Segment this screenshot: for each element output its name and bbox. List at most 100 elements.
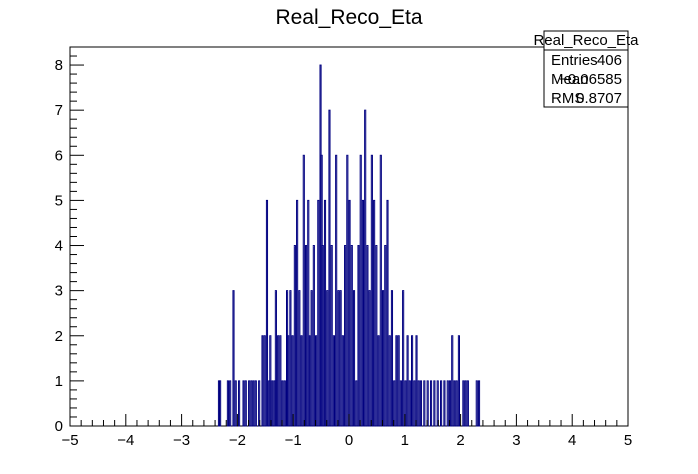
- x-tick-label: 5: [624, 432, 632, 449]
- histogram-bin-61: [359, 154, 362, 427]
- y-tick-label: 4: [55, 238, 63, 255]
- histogram-bin-39: [312, 245, 315, 427]
- x-tick-label: 4: [568, 432, 576, 449]
- histogram-bin-35: [304, 245, 308, 427]
- histogram-bin-33: [300, 335, 303, 427]
- histogram-bin-22: [277, 335, 280, 427]
- histogram-bin-30: [293, 245, 296, 427]
- histogram-bin-11: [252, 380, 255, 427]
- histogram-bin-82: [406, 335, 409, 427]
- y-axis: 0 1 2 3 4 5 6 7 8: [55, 46, 84, 435]
- histogram-bin-38: [310, 290, 313, 427]
- histogram-bin-86: [415, 335, 418, 427]
- histogram-bin-45: [323, 199, 327, 427]
- histogram-bin-29: [291, 335, 294, 427]
- histogram-bin-88: [419, 380, 423, 427]
- histogram-bin-77: [395, 335, 398, 427]
- histogram-bin-83: [408, 380, 411, 427]
- histogram-bin-3: [229, 380, 232, 427]
- histogram-bin-9: [248, 380, 251, 427]
- histogram-bin-81: [404, 380, 407, 427]
- histogram-bin-72: [384, 245, 387, 427]
- histogram-bin-87: [417, 380, 420, 427]
- histogram-bin-71: [381, 290, 385, 427]
- histogram-bin-105: [475, 380, 478, 427]
- histogram-bin-73: [386, 199, 389, 427]
- histogram-bin-25: [283, 380, 286, 427]
- y-tick-label: 0: [55, 418, 63, 435]
- x-tick-label: −2: [229, 432, 246, 449]
- histogram-bin-56: [348, 199, 351, 427]
- x-axis: −5 −4 −3 −2 −1 0 1 2 3 4 5: [61, 414, 632, 449]
- histogram-bin-15: [263, 335, 266, 427]
- stats-entries-label: Entries: [551, 52, 598, 69]
- histogram-bin-21: [274, 290, 277, 427]
- histogram-bin-70: [379, 154, 382, 427]
- histogram-bin-84: [411, 335, 414, 427]
- histogram-bin-24: [281, 380, 284, 427]
- histogram-bin-103: [464, 380, 467, 427]
- histogram-bin-94: [440, 380, 443, 427]
- histogram-bin-67: [373, 199, 376, 427]
- x-tick-label: 1: [401, 432, 409, 449]
- histogram-bin-41: [317, 199, 320, 427]
- histogram-bin-12: [254, 380, 257, 427]
- chart-title: Real_Reco_Eta: [275, 6, 422, 29]
- y-tick-label: 8: [55, 57, 63, 74]
- histogram-bin-69: [377, 335, 380, 427]
- histogram-bin-8: [244, 380, 247, 427]
- histogram-bin-66: [370, 154, 373, 427]
- x-tick-label: 2: [456, 432, 464, 449]
- histogram-bin-52: [339, 290, 342, 427]
- histogram-bin-60: [357, 245, 360, 427]
- histogram-bars: [217, 64, 481, 427]
- stats-box: Real_Reco_Eta Entries 406 Mean −0.06585 …: [533, 30, 639, 108]
- histogram-bin-64: [366, 245, 369, 427]
- stats-mean-value: −0.06585: [559, 71, 622, 88]
- y-tick-label: 3: [55, 283, 63, 300]
- histogram-bin-79: [399, 380, 402, 427]
- histogram-bin-85: [413, 380, 416, 427]
- histogram-bin-10: [250, 380, 253, 427]
- y-tick-label: 6: [55, 147, 63, 164]
- y-tick-label: 2: [55, 328, 63, 345]
- stats-box-title: Real_Reco_Eta: [533, 32, 639, 49]
- stats-rms-label: RMS: [551, 90, 584, 107]
- histogram-bin-63: [364, 109, 367, 427]
- histogram-bin-50: [335, 154, 338, 427]
- histogram-bin-14: [261, 335, 264, 427]
- histogram-bin-68: [375, 245, 378, 427]
- histogram-bin-100: [455, 380, 458, 427]
- histogram-bin-97: [448, 380, 452, 427]
- histogram-bin-80: [402, 290, 405, 427]
- histogram-bin-18: [269, 335, 272, 427]
- histogram-bin-36: [307, 199, 310, 427]
- histogram-bin-96: [446, 380, 449, 427]
- histogram-bin-93: [436, 380, 439, 427]
- histogram-bin-37: [308, 335, 311, 427]
- histogram-bin-91: [429, 380, 433, 427]
- histogram-bin-5: [234, 380, 237, 427]
- histogram-bin-78: [397, 335, 400, 427]
- histogram-bin-19: [271, 380, 274, 427]
- histogram-bin-53: [341, 335, 344, 427]
- histogram-bin-34: [302, 154, 305, 427]
- x-tick-label: 3: [512, 432, 520, 449]
- histogram-bin-49: [332, 335, 336, 427]
- x-tick-label: −5: [61, 432, 78, 449]
- histogram-bin-106: [477, 380, 481, 427]
- histogram-bin-13: [258, 380, 261, 427]
- histogram-bin-47: [328, 109, 331, 427]
- histogram-bin-104: [466, 380, 469, 427]
- histogram-bin-40: [315, 335, 318, 427]
- x-tick-label: −1: [285, 432, 302, 449]
- histogram-bin-32: [298, 290, 301, 427]
- histogram-bin-4: [232, 290, 235, 427]
- histogram-bin-92: [433, 380, 436, 427]
- histogram-bin-90: [426, 380, 429, 427]
- histogram-bin-62: [361, 199, 365, 427]
- histogram-bin-6: [238, 380, 241, 427]
- histogram-bin-59: [355, 380, 358, 427]
- histogram-bin-65: [368, 290, 371, 427]
